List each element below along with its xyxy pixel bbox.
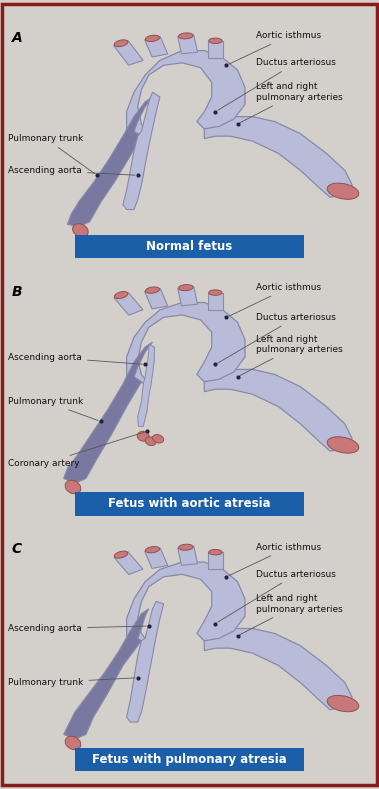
PathPatch shape [204,369,352,451]
PathPatch shape [67,97,152,226]
PathPatch shape [127,302,245,384]
Ellipse shape [146,547,160,553]
Text: Pulmonary trunk: Pulmonary trunk [8,678,135,687]
PathPatch shape [127,562,245,643]
PathPatch shape [64,342,152,484]
Text: Ductus arteriosus: Ductus arteriosus [218,313,336,363]
PathPatch shape [204,629,352,710]
Text: Pulmonary trunk: Pulmonary trunk [8,397,98,421]
Ellipse shape [179,33,193,39]
Text: Ductus arteriosus: Ductus arteriosus [218,58,336,110]
Ellipse shape [114,551,128,558]
Text: Coronary artery: Coronary artery [8,432,144,468]
Text: Ductus arteriosus: Ductus arteriosus [218,570,336,622]
PathPatch shape [114,41,143,65]
PathPatch shape [114,552,143,574]
Text: Ascending aorta: Ascending aorta [8,624,146,633]
Text: Pulmonary trunk: Pulmonary trunk [8,134,95,174]
PathPatch shape [123,92,160,210]
Text: Normal fetus: Normal fetus [146,241,233,253]
Ellipse shape [145,437,156,446]
Ellipse shape [137,432,149,441]
Ellipse shape [179,285,193,290]
PathPatch shape [127,50,245,134]
PathPatch shape [145,37,168,57]
FancyBboxPatch shape [75,492,304,515]
Ellipse shape [114,39,128,47]
Ellipse shape [209,38,222,43]
Text: Aortic isthmus: Aortic isthmus [229,283,321,316]
Text: Left and right
pulmonary arteries: Left and right pulmonary arteries [240,83,343,122]
PathPatch shape [138,345,154,426]
PathPatch shape [178,36,197,54]
Ellipse shape [209,549,222,555]
Text: Aortic isthmus: Aortic isthmus [229,32,321,64]
PathPatch shape [208,41,223,58]
PathPatch shape [64,609,149,739]
FancyBboxPatch shape [75,748,304,772]
Ellipse shape [152,435,164,443]
Text: B: B [12,285,23,299]
Ellipse shape [65,481,81,494]
Ellipse shape [72,224,88,237]
PathPatch shape [208,552,223,570]
Ellipse shape [146,287,160,294]
Text: A: A [12,31,23,45]
Text: Aortic isthmus: Aortic isthmus [229,543,321,576]
Text: Ascending aorta: Ascending aorta [8,353,143,365]
Ellipse shape [146,36,160,42]
Text: Fetus with aortic atresia: Fetus with aortic atresia [108,497,271,510]
Ellipse shape [327,183,359,200]
Text: C: C [12,542,22,556]
Ellipse shape [327,437,359,453]
PathPatch shape [204,117,352,197]
Ellipse shape [327,695,359,712]
PathPatch shape [114,293,143,315]
PathPatch shape [178,547,197,565]
PathPatch shape [178,287,197,306]
PathPatch shape [145,289,168,309]
Ellipse shape [114,291,128,298]
Text: Ascending aorta: Ascending aorta [8,166,135,175]
FancyBboxPatch shape [75,235,304,259]
Ellipse shape [179,544,193,550]
PathPatch shape [145,548,168,568]
PathPatch shape [208,293,223,310]
Ellipse shape [209,290,222,295]
Text: Left and right
pulmonary arteries: Left and right pulmonary arteries [240,335,343,376]
Text: Left and right
pulmonary arteries: Left and right pulmonary arteries [240,594,343,634]
PathPatch shape [127,601,164,722]
Ellipse shape [65,736,81,750]
Text: Fetus with pulmonary atresia: Fetus with pulmonary atresia [92,753,287,766]
